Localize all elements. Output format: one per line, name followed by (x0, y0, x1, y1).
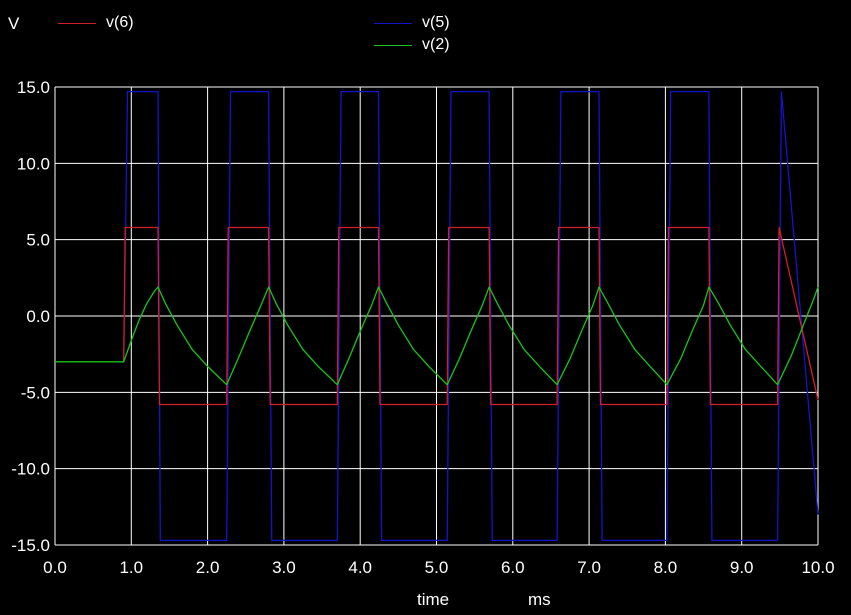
series-line-v6 (123, 226, 819, 406)
x-tick-labels: 0.0 1.0 2.0 3.0 4.0 5.0 6.0 7.0 8.0 9.0 10.0 (43, 558, 834, 577)
y-tick-label: -5.0 (21, 383, 50, 402)
legend-label-v2: v(2) (422, 36, 450, 53)
x-tick-label: 0.0 (43, 558, 67, 577)
y-tick-label: 15.0 (17, 78, 50, 97)
series-line-v5 (123, 90, 819, 542)
legend-line-v2 (374, 44, 412, 46)
grid (54, 86, 819, 546)
x-tick-label: 2.0 (196, 558, 220, 577)
legend-line-v6 (58, 22, 96, 24)
legend-item-v6: v(6) (58, 14, 134, 32)
x-axis-unit: ms (528, 590, 551, 609)
x-tick-label: 10.0 (801, 558, 834, 577)
y-tick-label: -10.0 (11, 460, 50, 479)
x-tick-label: 8.0 (654, 558, 678, 577)
legend-item-v5: v(5) (374, 14, 450, 32)
x-tick-label: 3.0 (272, 558, 296, 577)
x-tick-label: 5.0 (425, 558, 449, 577)
y-tick-labels: 15.0 10.0 5.0 0.0 -5.0 -10.0 -15.0 (11, 78, 50, 555)
series-group (55, 90, 819, 542)
y-tick-label: 0.0 (26, 307, 50, 326)
y-tick-label: 5.0 (26, 231, 50, 250)
x-tick-label: 4.0 (348, 558, 372, 577)
x-tick-label: 6.0 (501, 558, 525, 577)
legend-item-v2: v(2) (374, 36, 450, 54)
x-tick-label: 9.0 (730, 558, 754, 577)
x-tick-label: 7.0 (577, 558, 601, 577)
legend-label-v6: v(6) (106, 14, 134, 31)
series-line-v2 (55, 286, 819, 386)
y-axis-unit: V (8, 14, 20, 33)
x-tick-label: 1.0 (119, 558, 143, 577)
y-tick-label: -15.0 (11, 536, 50, 555)
y-tick-label: 10.0 (17, 154, 50, 173)
legend-label-v5: v(5) (422, 14, 450, 31)
x-axis-label: time (417, 590, 450, 609)
legend-line-v5 (374, 22, 412, 24)
